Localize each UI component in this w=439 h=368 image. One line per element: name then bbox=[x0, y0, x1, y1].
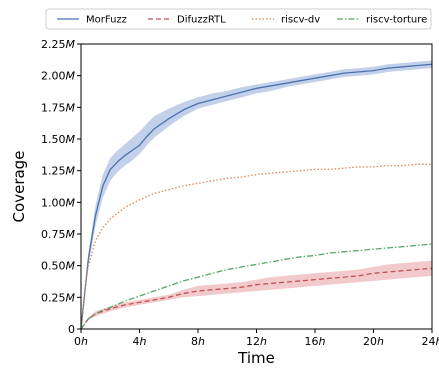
x-tick-label: 8h bbox=[191, 335, 205, 348]
legend: MorFuzz DifuzzRTL riscv-dv riscv-torture bbox=[45, 8, 432, 30]
y-tick-label: 0 bbox=[68, 323, 75, 336]
y-tick-label: 0.25M bbox=[41, 291, 76, 304]
series-line-riscv-dv bbox=[80, 163, 432, 330]
x-axis-label: Time bbox=[237, 349, 275, 367]
legend-label-morfuzz: MorFuzz bbox=[86, 15, 127, 26]
series-lines bbox=[80, 63, 433, 330]
y-tick-label: 0.50M bbox=[41, 260, 76, 273]
x-tick-label: 24h bbox=[422, 335, 439, 348]
y-tick-label: 1.00M bbox=[41, 196, 76, 209]
x-tick-label: 16h bbox=[305, 335, 326, 348]
x-tick-label: 20h bbox=[363, 335, 384, 348]
y-tick-label: 2.25M bbox=[41, 38, 76, 51]
x-tick-label: 4h bbox=[133, 335, 147, 348]
legend-box bbox=[45, 8, 432, 30]
x-tick-label: 12h bbox=[246, 335, 267, 348]
y-tick-label: 1.50M bbox=[41, 133, 76, 146]
y-tick-label: 0.75M bbox=[41, 228, 76, 241]
series-line-riscv-torture bbox=[80, 243, 433, 330]
x-tick-label: 0h bbox=[74, 335, 88, 348]
legend-label-riscv-torture: riscv-torture bbox=[366, 15, 427, 26]
y-tick-label: 1.75M bbox=[41, 101, 76, 114]
x-axis-ticks: 0h 4h 8h 12h 16h 20h 24h bbox=[74, 329, 439, 348]
series-line-morfuzz bbox=[80, 63, 433, 330]
confidence-bands bbox=[81, 60, 432, 329]
band-difuzzrtl bbox=[81, 260, 432, 329]
y-tick-label: 2.00M bbox=[41, 70, 76, 83]
series-line-difuzzrtl bbox=[80, 267, 433, 330]
y-tick-label: 1.25M bbox=[41, 165, 76, 178]
y-axis-ticks: 0 0.25M 0.50M 0.75M 1.00M 1.25M 1.50M 1.75M 2.00… bbox=[41, 38, 81, 336]
legend-label-riscv-dv: riscv-dv bbox=[281, 15, 320, 26]
legend-label-difuzzrtl: DifuzzRTL bbox=[177, 15, 226, 26]
y-axis-label: Coverage bbox=[10, 151, 28, 223]
